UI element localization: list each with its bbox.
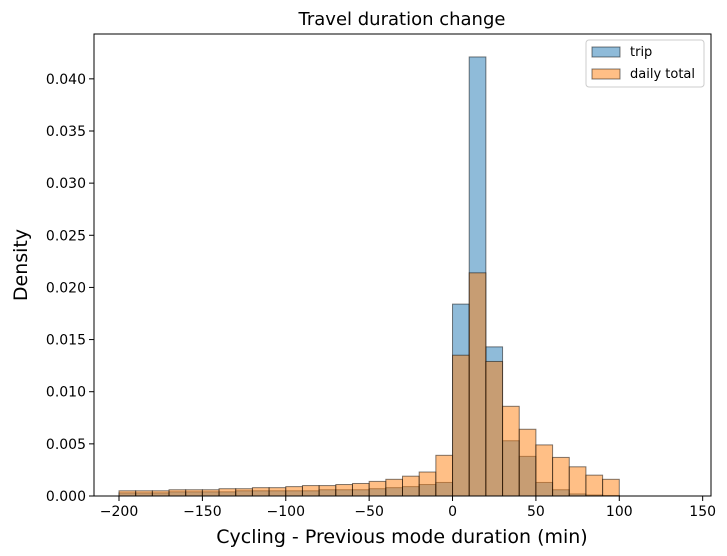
bar-daily-total-10 xyxy=(285,486,303,497)
bar-daily-total-15 xyxy=(368,480,387,497)
bar-daily-total-13 xyxy=(335,484,353,497)
bar-daily-total-7 xyxy=(235,488,253,497)
x-axis-label: Cycling - Previous mode duration (min) xyxy=(216,526,587,548)
bars-daily-total xyxy=(118,272,620,497)
y-tick-label: 0.005 xyxy=(46,437,86,453)
chart-title: Travel duration change xyxy=(298,9,506,30)
legend-label-daily-total: daily total xyxy=(630,67,695,82)
bar-daily-total-2 xyxy=(151,490,170,497)
bar-daily-total-18 xyxy=(418,471,437,497)
x-tick-label: 150 xyxy=(689,504,716,520)
bar-daily-total-26 xyxy=(552,456,570,497)
y-tick-label: 0.015 xyxy=(46,333,86,349)
legend-swatch-daily-total xyxy=(591,68,621,80)
bar-daily-total-25 xyxy=(535,444,554,497)
bar-daily-total-19 xyxy=(435,454,454,497)
legend-swatch-trip xyxy=(591,46,621,58)
bar-daily-total-23 xyxy=(502,405,520,497)
x-tick-label: −200 xyxy=(100,504,138,520)
y-axis: 0.000 0.005 0.010 0.015 0.020 0.025 0.030 0.035… xyxy=(46,72,94,505)
bar-daily-total-17 xyxy=(402,475,420,497)
bar-daily-total-9 xyxy=(268,487,287,497)
x-tick-label: 50 xyxy=(527,504,545,520)
x-tick-label: −100 xyxy=(267,504,305,520)
bar-daily-total-11 xyxy=(301,485,320,497)
x-tick-label: −50 xyxy=(354,504,384,520)
bar-daily-total-3 xyxy=(168,489,187,497)
x-axis: −200 −150 −100 −50 0 50 100 150 xyxy=(100,496,716,520)
bar-daily-total-4 xyxy=(185,489,203,497)
y-tick-label: 0.020 xyxy=(46,280,86,296)
bar-daily-total-27 xyxy=(568,466,587,497)
y-axis-label: Density xyxy=(10,229,32,301)
bar-daily-total-5 xyxy=(201,489,220,497)
bar-daily-total-20 xyxy=(452,354,470,497)
bar-daily-total-1 xyxy=(135,490,153,497)
plot-frame xyxy=(93,33,712,497)
legend-label-trip: trip xyxy=(630,45,652,60)
bar-daily-total-8 xyxy=(251,487,270,497)
bar-daily-total-16 xyxy=(385,478,403,497)
y-tick-label: 0.030 xyxy=(46,176,86,192)
bar-daily-total-14 xyxy=(351,482,370,497)
bar-daily-total-21 xyxy=(468,272,487,497)
y-tick-label: 0.025 xyxy=(46,228,86,244)
bar-daily-total-28 xyxy=(585,474,604,497)
bar-daily-total-12 xyxy=(318,485,337,497)
bar-daily-total-22 xyxy=(485,360,504,497)
x-tick-label: −150 xyxy=(183,504,221,520)
bar-daily-total-24 xyxy=(518,428,537,497)
y-tick-label: 0.040 xyxy=(46,72,86,88)
bar-daily-total-0 xyxy=(118,490,137,497)
legend: trip daily total xyxy=(585,39,705,88)
x-tick-label: 100 xyxy=(606,504,633,520)
y-tick-label: 0.000 xyxy=(46,489,86,505)
bars-trip xyxy=(118,56,620,497)
bar-daily-total-6 xyxy=(218,488,237,497)
y-tick-label: 0.010 xyxy=(46,385,86,401)
bar-daily-total-29 xyxy=(602,478,620,497)
x-tick-label: 0 xyxy=(448,504,457,520)
y-tick-label: 0.035 xyxy=(46,124,86,140)
